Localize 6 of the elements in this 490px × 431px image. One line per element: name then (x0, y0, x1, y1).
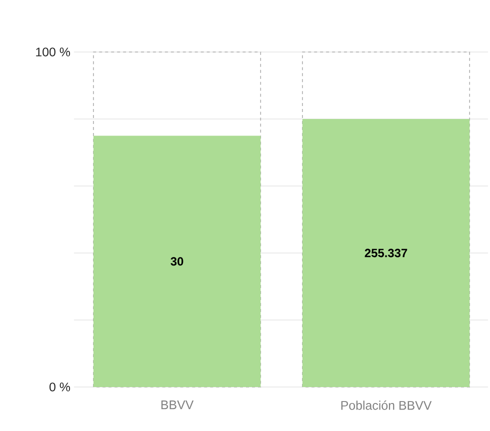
x-tick-label: BBVV (161, 400, 194, 410)
y-tick-label: 100 % (36, 48, 70, 56)
x-tick-label: Población BBVV (341, 400, 432, 410)
annotation: 30 (170, 257, 184, 266)
y-tick-label: 0 % (50, 382, 70, 392)
annotation: 255.337 (364, 248, 408, 258)
